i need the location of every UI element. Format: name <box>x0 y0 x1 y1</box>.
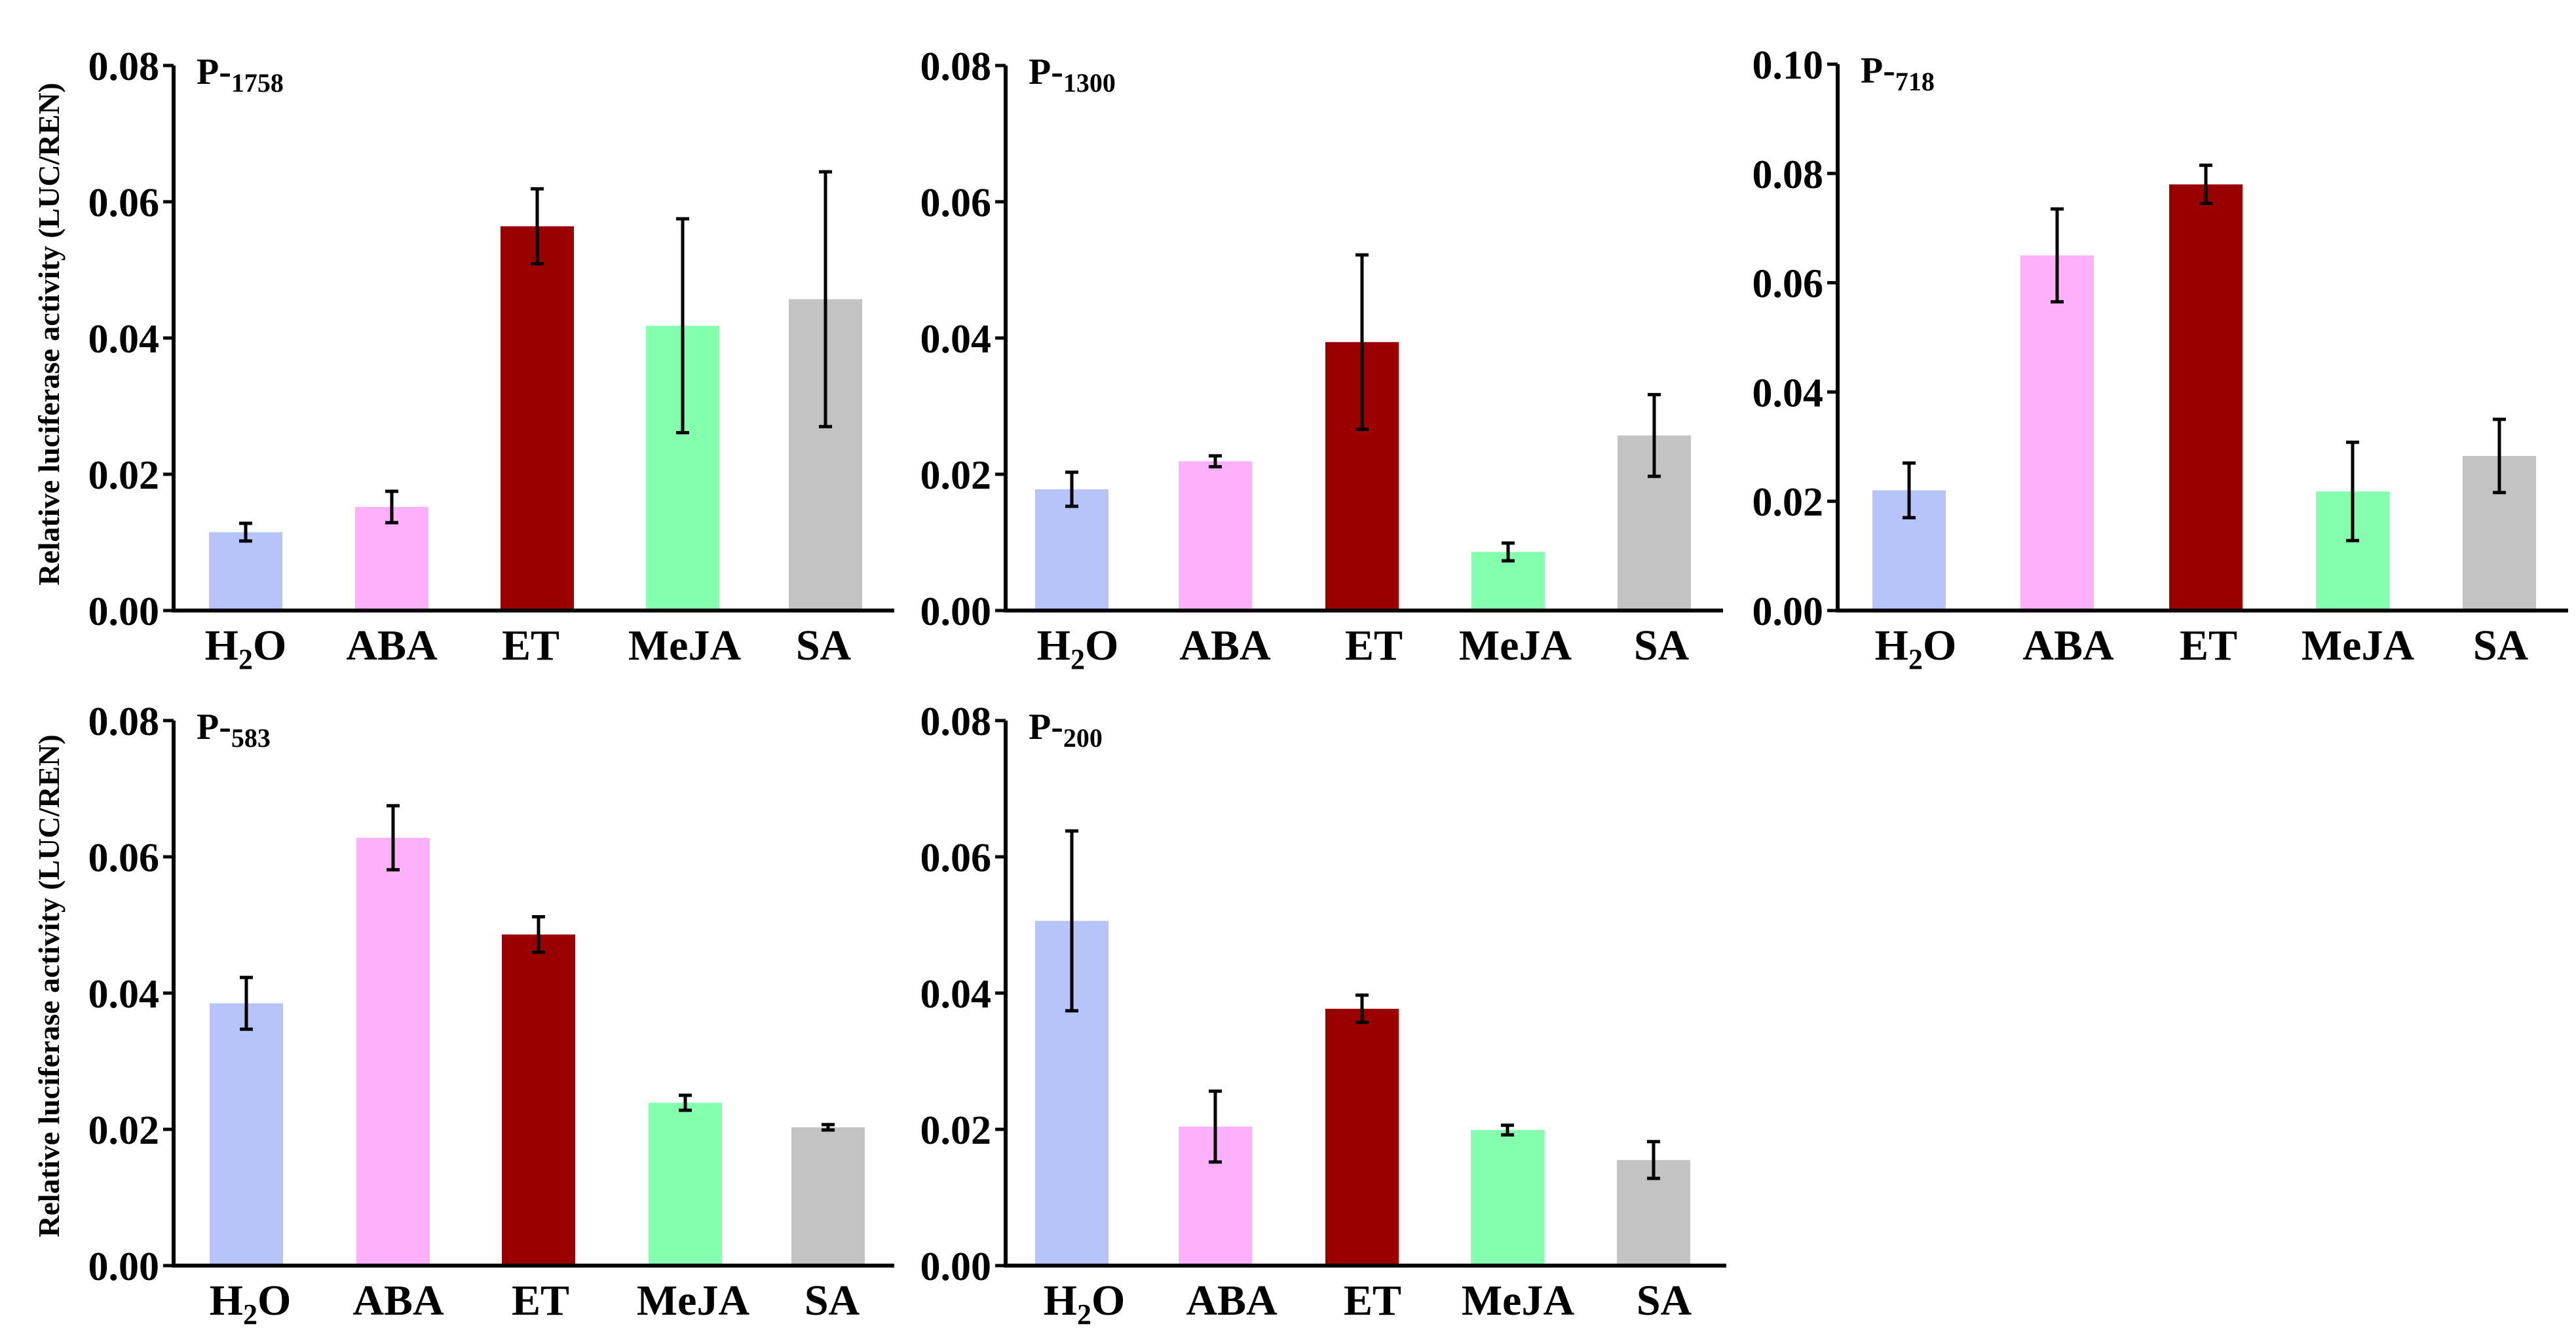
x-tick-label-meja: MeJA <box>637 1277 750 1325</box>
y-tick-label: 0.02 <box>88 453 160 498</box>
y-tick-label: 0.04 <box>1752 371 1824 415</box>
bar-aba <box>1179 461 1252 611</box>
y-tick-label: 0.02 <box>920 1108 992 1153</box>
bar-et <box>1325 1008 1399 1266</box>
bar-aba <box>2020 255 2094 611</box>
y-tick-label: 0.04 <box>88 317 160 362</box>
y-tick-label: 0.06 <box>1752 262 1824 307</box>
bar-h2o <box>209 532 282 611</box>
x-tick-label-aba: ABA <box>1179 622 1271 669</box>
y-tick-label: 0.04 <box>920 972 992 1017</box>
y-tick-label: 0.06 <box>88 181 160 225</box>
x-tick-label-et: ET <box>1345 622 1403 669</box>
y-tick-label: 0.02 <box>1752 480 1824 525</box>
y-tick-label: 0.08 <box>920 45 992 89</box>
x-tick-label-sa: SA <box>805 1277 860 1325</box>
x-tick-label-aba: ABA <box>352 1277 444 1325</box>
y-axis-label-top: Relative luciferase activity (LUC/REN) <box>32 83 66 586</box>
x-tick-label-sa: SA <box>2473 622 2529 669</box>
y-tick-label: 0.00 <box>920 1245 992 1289</box>
y-axis-label-top-text: Relative luciferase activity (LUC/REN) <box>32 83 66 586</box>
y-tick-label: 0.04 <box>88 972 160 1017</box>
x-tick-label-h2o: H2O <box>205 622 287 675</box>
y-tick-label: 0.10 <box>1752 43 1824 88</box>
panel-title: P-1300 <box>1029 52 1116 98</box>
y-axis-label-bottom: Relative luciferase activity (LUC/REN) <box>32 734 66 1237</box>
y-tick-label: 0.04 <box>920 317 992 362</box>
panel-title: P-718 <box>1861 50 1935 96</box>
y-tick-label: 0.08 <box>88 700 160 744</box>
y-tick-label: 0.00 <box>88 590 160 634</box>
bar-et <box>2169 184 2243 611</box>
panel-title: P-583 <box>197 707 271 753</box>
x-tick-label-et: ET <box>502 622 559 669</box>
chart-panel-3: 0.00 0.02 0.04 0.06 0.08 H2O ABA ET MeJA SA P-583 <box>88 700 894 1330</box>
x-tick-label-h2o: H2O <box>1044 1277 1126 1330</box>
y-tick-label: 0.08 <box>920 700 992 744</box>
bar-sa <box>791 1127 865 1266</box>
bar-h2o <box>210 1003 283 1266</box>
y-tick-label: 0.00 <box>1752 590 1824 634</box>
y-tick-label: 0.06 <box>88 836 160 880</box>
y-tick-label: 0.00 <box>88 1245 160 1289</box>
y-axis-label-bottom-text: Relative luciferase activity (LUC/REN) <box>32 734 66 1237</box>
bar-et <box>501 226 574 611</box>
x-tick-label-et: ET <box>512 1277 569 1325</box>
x-tick-label-meja: MeJA <box>1459 622 1572 669</box>
x-tick-label-et: ET <box>1344 1277 1401 1325</box>
chart-panel-1: 0.00 0.02 0.04 0.06 0.08 H2O ABA ET MeJA SA P-1300 <box>920 45 1723 675</box>
x-tick-label-h2o: H2O <box>1875 622 1957 675</box>
x-tick-label-meja: MeJA <box>1462 1277 1575 1325</box>
bar-meja <box>1471 1130 1544 1266</box>
y-tick-label: 0.08 <box>88 45 160 89</box>
chart-panel-0: 0.00 0.02 0.04 0.06 0.08 H2O ABA ET MeJA SA P-1758 <box>88 45 894 675</box>
chart-panels: 0.00 0.02 0.04 0.06 0.08 H2O ABA ET MeJA SA P-1758… <box>88 43 2568 1330</box>
y-tick-label: 0.06 <box>920 181 992 225</box>
y-tick-label: 0.02 <box>920 453 992 498</box>
x-tick-label-meja: MeJA <box>628 622 742 669</box>
bar-meja <box>649 1102 722 1266</box>
x-tick-label-sa: SA <box>1634 622 1690 669</box>
x-tick-label-h2o: H2O <box>1037 622 1119 675</box>
chart-panel-4: 0.00 0.02 0.04 0.06 0.08 H2O ABA ET MeJA SA P-200 <box>920 700 1726 1330</box>
bar-h2o <box>1035 489 1108 611</box>
x-tick-label-h2o: H2O <box>210 1277 292 1330</box>
x-tick-label-sa: SA <box>796 622 852 669</box>
chart-panel-2: 0.00 0.02 0.04 0.06 0.08 0.10 H2O ABA ET MeJA SA P-… <box>1752 43 2568 675</box>
y-tick-label: 0.02 <box>88 1108 160 1153</box>
bar-et <box>502 934 575 1266</box>
x-tick-label-aba: ABA <box>1186 1277 1278 1325</box>
y-tick-label: 0.08 <box>1752 153 1824 197</box>
x-tick-label-meja: MeJA <box>2301 622 2415 669</box>
y-tick-label: 0.06 <box>920 836 992 880</box>
x-tick-label-aba: ABA <box>2022 622 2114 669</box>
panel-title: P-200 <box>1029 707 1103 753</box>
panel-title: P-1758 <box>197 52 284 98</box>
bar-aba <box>356 837 430 1266</box>
x-tick-label-et: ET <box>2180 622 2237 669</box>
x-tick-label-aba: ABA <box>346 622 438 669</box>
y-tick-label: 0.00 <box>920 590 992 634</box>
x-tick-label-sa: SA <box>1637 1277 1692 1325</box>
